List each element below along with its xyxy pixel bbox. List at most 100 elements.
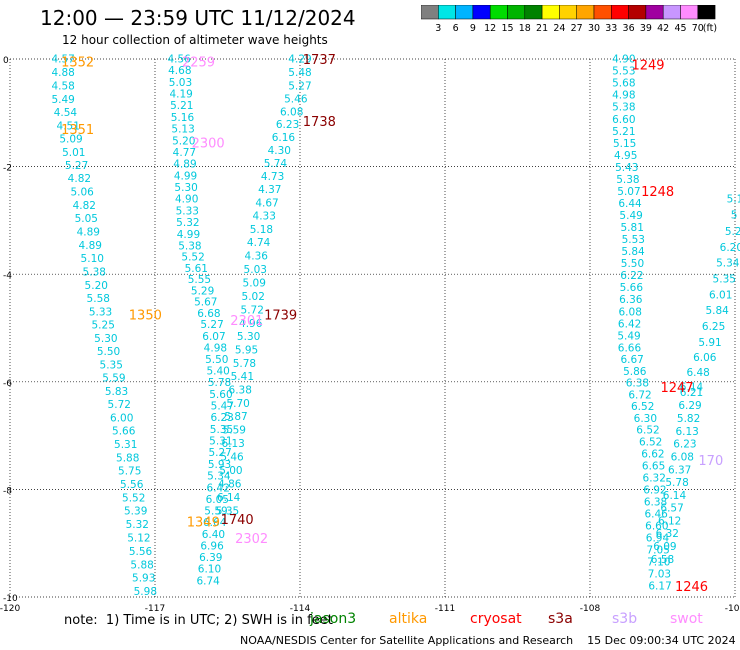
colorbar-tick-label: 45 [674,23,686,34]
wave-height-value: 4.88 [51,67,74,79]
wave-height-value: 4.89 [173,159,196,171]
wave-height-value: 5.59 [102,373,125,385]
wave-height-value: 5.27 [288,81,311,93]
x-tick-label: -114 [290,604,311,612]
wave-height-value: 5.78 [665,477,688,489]
y-tick-label: 0 [3,56,9,66]
pass-number-label: 1351 [61,123,94,138]
wave-height-value: 6.29 [678,400,701,412]
wave-height-value: 5.74 [264,158,288,170]
wave-height-value: 4.54 [54,107,78,119]
wave-height-value: 6.13 [221,438,244,450]
colorbar-tick-label: 33 [605,23,617,34]
wave-height-value: 6.68 [197,308,220,320]
wave-height-value: 5.38 [612,102,635,114]
wave-height-value: 5.88 [130,559,153,571]
wave-height-value: 5.47 [211,400,234,412]
footer-note: note: 1) Time is in UTC; 2) SWH is in fe… [64,613,333,628]
wave-height-value: 5.72 [241,304,264,316]
wave-height-value: 6.10 [198,564,221,576]
wave-height-value: 6.72 [628,389,651,401]
wave-height-value: 5.60 [209,389,232,401]
wave-height-value: 6.32 [643,472,666,484]
wave-height-value: 6.36 [619,294,643,306]
wave-height-value: 4.96 [239,318,263,330]
wave-height-value: 5.31 [209,436,232,448]
pass-number-label: 1249 [631,58,664,73]
wave-height-map: -120 -117 -114 -111 -108 -105 0 -2 -4 -6 -8 -10 4.57… [0,53,740,612]
wave-height-value: 5.88 [116,452,139,464]
wave-height-value: 6.07 [202,331,225,343]
y-tick-label: -8 [3,486,12,496]
wave-height-value: 4.82 [68,173,91,185]
wave-height-value: 5.1 [727,193,740,205]
wave-height-value: 5.59 [204,506,227,518]
pass-number-label: 1349 [187,516,220,531]
wave-height-value: 5.20 [172,135,195,147]
wave-height-value: 5.30 [237,331,260,343]
x-tick-label: -111 [435,604,455,612]
wave-height-value: 6.60 [612,114,635,126]
page-title: 12:00 — 23:59 UTC 11/12/2024 [40,6,356,30]
wave-height-value: 6.14 [680,382,704,394]
wave-height-value: 5.18 [250,224,273,236]
colorbar-tick-label: 30 [588,23,600,34]
wave-height-value: 6.57 [660,503,683,515]
wave-height-value: 6.32 [656,528,679,540]
wave-height-value: 5.81 [621,222,644,234]
wave-height-value: 6.14 [663,490,687,502]
wave-height-value: 5.32 [176,217,199,229]
wave-height-value: 5.56 [120,479,144,491]
wave-height-value: 6.30 [634,413,657,425]
wave-height-value: 4.90 [612,54,635,66]
wave-height-value: 5.93 [208,459,231,471]
wave-height-value: 4.86 [218,478,242,490]
wave-height-value: 5.31 [114,439,137,451]
colorbar-tick-label: 6 [453,23,459,34]
wave-height-value: 6.37 [668,464,691,476]
wave-height-value: 6.94 [646,533,670,545]
wave-height-value: 5.09 [243,277,266,289]
wave-height-value: 5.68 [612,78,635,90]
wave-height-value: 5.21 [170,100,193,112]
wave-height-value: 5.52 [122,492,145,504]
wave-height-value: 4.89 [77,226,100,238]
footer-credit: NOAA/NESDIS Center for Satellite Applica… [240,634,736,647]
wave-height-value: 4.77 [173,147,196,159]
wave-height-value: 4.89 [79,240,102,252]
wave-height-value: 5 [731,210,738,222]
colorbar-tick-label: 15 [501,23,513,34]
wave-height-value: 5.32 [126,519,149,531]
y-tick-label: -4 [3,271,12,281]
wave-height-value: 6.42 [618,318,641,330]
wave-height-value: 5.87 [224,411,247,423]
wave-height-value: 4.36 [245,250,269,262]
wave-height-value: 4.30 [268,145,291,157]
wave-height-value: 6.48 [686,367,709,379]
pass-number-label: 1737 [303,53,336,68]
wave-height-value: 5.78 [208,377,231,389]
wave-height-value: 5.27 [208,447,231,459]
wave-height-value: 6.08 [619,306,642,318]
colorbar-swatch [697,5,716,20]
wave-height-value: 7.03 [648,569,671,581]
satellite-legend-altika: altika [389,611,428,627]
wave-height-value: 6.00 [110,412,133,424]
satellite-legend-cryosat: cryosat [470,611,522,627]
pass-number-label: 1739 [264,309,297,324]
wave-height-value: 5.30 [174,182,197,194]
colorbar-tick-label: 12 [484,23,496,34]
wave-height-value: 5.13 [171,124,194,136]
wave-height-value: 5.98 [134,586,157,598]
wave-height-value: 6.96 [200,540,224,552]
satellite-legend-swot: swot [670,611,703,627]
satellite-legend-s3a: s3a [548,611,573,627]
x-tick-label: -105 [725,604,740,612]
wave-height-value: 6.17 [648,581,671,593]
wave-height-value: 5.33 [89,306,112,318]
wave-height-value: 5.33 [176,205,199,217]
wave-height-value: 5.03 [244,264,267,276]
wave-height-value: 5.50 [205,354,228,366]
colorbar-tick-label: 36 [623,23,635,34]
wave-height-value: 6.46 [644,508,668,520]
